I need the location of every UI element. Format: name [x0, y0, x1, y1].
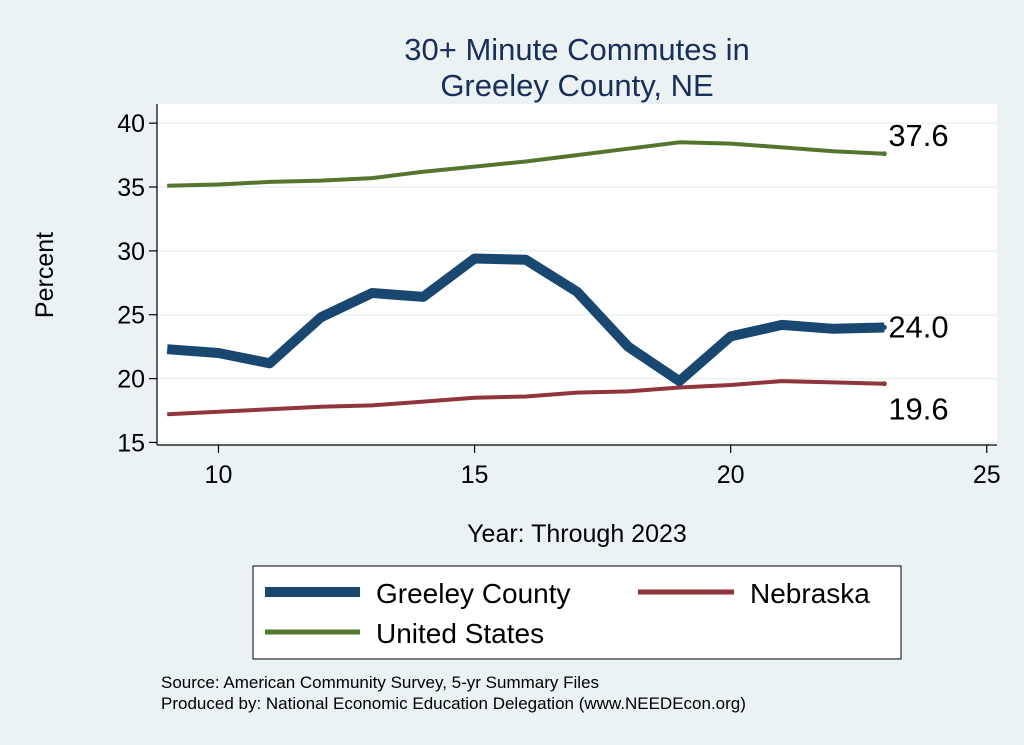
end-label-united-states: 37.6 [888, 118, 948, 153]
series-line-united-states [167, 140, 885, 188]
axes [156, 104, 997, 446]
x-tick-label-15: 15 [461, 461, 489, 489]
series-line-nebraska [167, 379, 885, 417]
source-line-2: Produced by: National Economic Education… [161, 694, 746, 713]
series-line-greeley-county [166, 253, 885, 387]
legend-label-united-states: United States [376, 618, 544, 649]
end-labels: 37.6 19.6 24.0 [888, 118, 948, 427]
end-label-greeley-county: 24.0 [888, 310, 948, 345]
source-line-1: Source: American Community Survey, 5-yr … [161, 673, 599, 692]
chart-title-line-2: Greeley County, NE [440, 68, 713, 103]
y-tick-label-35: 35 [117, 174, 145, 202]
legend-label-nebraska: Nebraska [750, 578, 870, 609]
y-tick-label-25: 25 [117, 302, 145, 330]
series-lines [166, 140, 887, 417]
legend-box [252, 565, 902, 660]
legend-label-greeley-county: Greeley County [376, 578, 571, 609]
y-tick-label-15: 15 [117, 429, 145, 457]
end-point-united-states [881, 151, 887, 157]
axis-ticks: 15 20 25 30 35 40 10 15 20 25 [117, 110, 1000, 489]
x-axis-title: Year: Through 2023 [467, 520, 687, 548]
y-tick-label-30: 30 [117, 238, 145, 266]
end-label-nebraska: 19.6 [888, 392, 948, 427]
end-point-greeley-county [881, 325, 887, 331]
legend: Greeley County Nebraska United States [252, 565, 902, 660]
gridlines [157, 122, 997, 444]
y-tick-label-20: 20 [117, 366, 145, 394]
x-tick-label-25: 25 [973, 461, 1001, 489]
y-tick-label-40: 40 [117, 110, 145, 138]
plot-area [157, 104, 997, 445]
y-axis-title: Percent [31, 232, 59, 318]
x-tick-label-10: 10 [205, 461, 233, 489]
end-point-nebraska [881, 381, 887, 387]
chart-title-line-1: 30+ Minute Commutes in [404, 32, 749, 67]
x-tick-label-20: 20 [717, 461, 745, 489]
